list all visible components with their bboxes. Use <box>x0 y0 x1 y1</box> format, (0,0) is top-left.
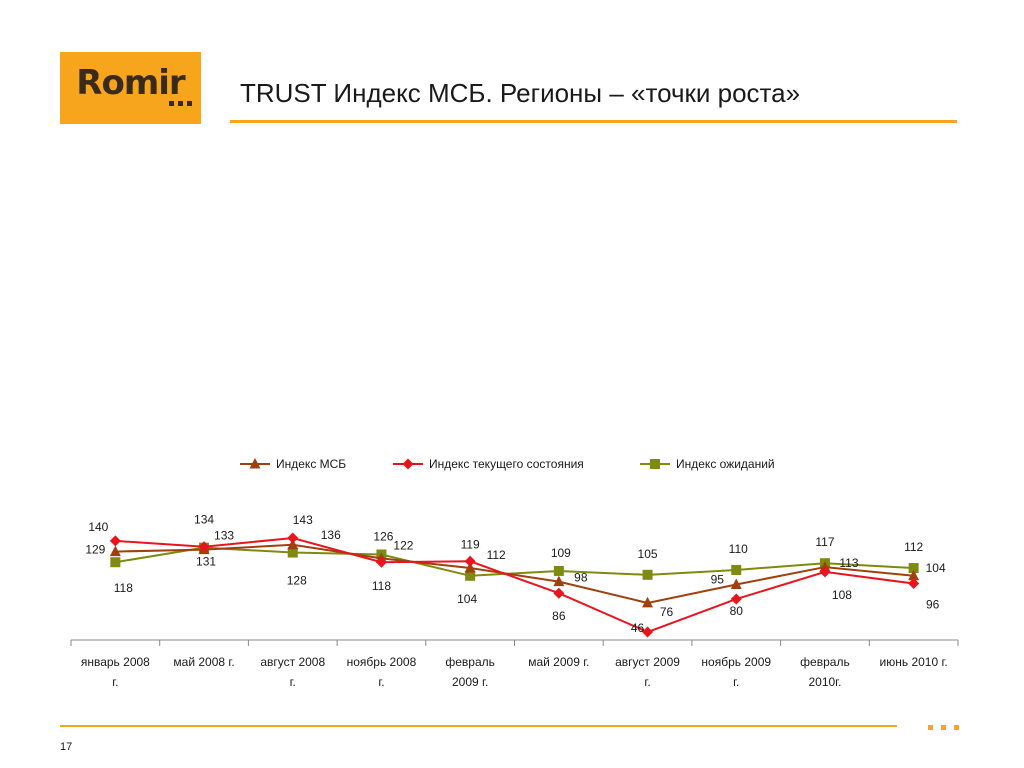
series-2-point <box>375 556 387 568</box>
data-label: 105 <box>638 547 658 561</box>
x-tick-label: август 2009 г. <box>615 655 680 689</box>
legend-label: Индекс ожиданий <box>676 457 775 471</box>
series-1-point <box>287 538 299 550</box>
data-label: 95 <box>711 573 725 587</box>
data-label: 76 <box>660 605 674 619</box>
series-line-1 <box>115 543 914 604</box>
series-3-point <box>908 563 919 574</box>
footer-divider <box>60 725 897 727</box>
data-label: 110 <box>729 542 748 556</box>
series-3-point <box>731 564 742 575</box>
series-2-point <box>464 555 476 567</box>
chart-legend: Индекс МСБ Индекс текущего состояния Индек… <box>240 457 775 471</box>
x-axis: январь 2008 г. май 2008 г. август 2008 г. ноя… <box>70 639 959 689</box>
legend-item: Индекс МСБ <box>240 457 346 471</box>
series-3-point <box>642 569 653 580</box>
series-2-point <box>908 578 920 590</box>
series-line-3 <box>115 546 914 577</box>
x-tick-label: ноябрь 2009 г. <box>701 655 771 689</box>
data-label: 118 <box>114 581 133 595</box>
data-label: 118 <box>372 579 391 593</box>
series-2-point <box>730 593 742 605</box>
title-divider <box>230 120 957 123</box>
data-label: 131 <box>196 555 216 569</box>
data-label: 117 <box>815 535 834 549</box>
data-label: 104 <box>457 592 477 606</box>
x-tick-label: февраль 2010г. <box>800 655 850 689</box>
x-tick-label: август 2008 г. <box>260 655 325 689</box>
series-2-point <box>553 587 565 599</box>
legend-label: Индекс текущего состояния <box>429 457 584 471</box>
data-labels: 129 131 136 122 112 98 76 95 113 104 140 134 143 118 1… <box>85 513 946 635</box>
x-tick-label: ноябрь 2008 г. <box>347 655 417 689</box>
series-2-point <box>198 541 210 553</box>
chart-series <box>109 532 920 638</box>
series-2-point <box>819 566 831 578</box>
series-1-point <box>730 578 742 590</box>
series-1-point <box>908 569 920 581</box>
data-label: 136 <box>321 528 341 542</box>
series-1-point <box>819 561 831 572</box>
data-label: 128 <box>287 574 307 588</box>
series-3-point <box>287 547 298 558</box>
data-label: 109 <box>551 546 571 560</box>
data-label: 134 <box>194 513 214 527</box>
slide-title: TRUST Индекс МСБ. Регионы – «точки роста… <box>240 78 801 108</box>
data-label: 129 <box>85 543 105 557</box>
series-2-point <box>642 626 654 638</box>
legend-marker-icon <box>249 458 261 469</box>
legend-marker-icon <box>402 458 414 470</box>
x-tick-label: январь 2008 г. <box>81 655 150 689</box>
x-tick-label: февраль 2009 г. <box>445 655 495 689</box>
romir-logo: Romir <box>60 52 201 124</box>
data-label: 80 <box>730 604 744 618</box>
series-3-point <box>553 565 564 576</box>
series-3-point <box>465 570 476 581</box>
data-label: 126 <box>373 529 393 543</box>
x-tick-label: май 2008 г. <box>173 655 234 669</box>
legend-item: Индекс ожиданий <box>640 457 775 471</box>
data-label: 104 <box>926 561 946 575</box>
data-label: 140 <box>88 520 108 534</box>
data-label: 108 <box>832 588 852 602</box>
series-line-2 <box>115 536 914 634</box>
series-1-point <box>642 596 654 608</box>
data-label: 143 <box>293 513 313 527</box>
data-label: 122 <box>393 538 413 552</box>
legend-item: Индекс текущего состояния <box>393 457 584 471</box>
data-label: 133 <box>214 529 234 543</box>
data-label: 112 <box>487 548 506 562</box>
series-1-point <box>109 545 121 557</box>
series-1-point <box>464 562 476 573</box>
page-number: 17 <box>60 741 73 753</box>
data-label: 46 <box>631 621 645 635</box>
logo-text: Romir <box>76 63 185 103</box>
data-label: 86 <box>552 609 566 623</box>
data-label: 112 <box>904 540 923 554</box>
legend-marker-icon <box>650 459 660 469</box>
data-label: 96 <box>926 598 940 612</box>
data-label: 119 <box>461 537 480 551</box>
series-2-point <box>287 532 299 544</box>
data-label: 98 <box>574 571 588 585</box>
legend-label: Индекс МСБ <box>276 457 346 471</box>
x-tick-label: июнь 2010 г. <box>880 655 948 669</box>
series-2-point <box>109 535 121 547</box>
series-1-point <box>553 575 565 587</box>
series-3-point <box>110 557 121 568</box>
data-label: 113 <box>839 556 858 570</box>
x-tick-label: май 2009 г. <box>528 655 589 669</box>
